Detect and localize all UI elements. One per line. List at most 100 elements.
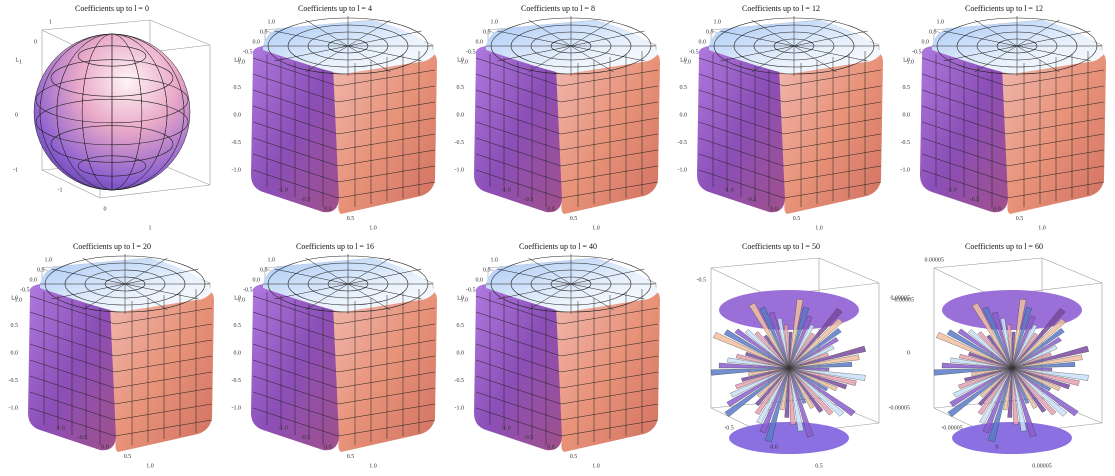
tick-label: 0.0 [30, 277, 38, 283]
tick-label: 0 [104, 206, 107, 212]
tick-label: -0.00005 [941, 425, 963, 431]
panel-title: Coefficients up to l = 12 [742, 4, 820, 13]
tick-label: -0.5 [466, 49, 476, 55]
panel: Coefficients up to l = 8-1.0-0.50.00.51.… [455, 4, 661, 232]
tick-label: 1.0 [592, 225, 600, 231]
panel: Coefficients up to l = 40 -1.0 -0.5 0.0 0.5 1… [455, 242, 661, 470]
tick-label: -1.0 [947, 187, 957, 193]
panel-title: Coefficients up to l = 50 [742, 242, 820, 251]
tick-label: 0.5 [903, 85, 911, 91]
tick-label: 0.0 [922, 39, 930, 45]
tick-label: 1.0 [11, 295, 19, 301]
tick-label: 1 [49, 19, 52, 25]
tick-label: -0.5 [970, 197, 980, 203]
tick-label: 1.0 [903, 57, 911, 63]
box-edge [1042, 258, 1102, 283]
tick-label: 0.0 [11, 350, 19, 356]
tick-label: 0.0 [457, 350, 465, 356]
surface-left [474, 284, 564, 450]
tick-label: 0.5 [37, 267, 45, 273]
tick-label: -1.0 [901, 167, 911, 173]
tick-label: -0.5 [466, 287, 476, 293]
tick-label: 0.0 [324, 444, 332, 450]
tick-label: 1.0 [491, 19, 499, 25]
tick-label: -0.5 [689, 49, 699, 55]
tick-label: -0.5 [678, 140, 688, 146]
surface-left [28, 284, 118, 450]
tick-label: 1.0 [457, 295, 465, 301]
tick-label: 0.5 [793, 216, 801, 222]
box-edge [819, 258, 879, 283]
tick-label: 0.5 [457, 323, 465, 329]
tick-label: 0.00005 [1032, 463, 1052, 469]
tick-label: 0.5 [260, 29, 268, 35]
panel: Coefficients up to l = 12-1.0-0.50.00.51… [901, 4, 1107, 232]
tick-label: -0.5 [232, 378, 242, 384]
tick-label: 0.5 [929, 29, 937, 35]
tick-label: 0.0 [253, 39, 261, 45]
tick-label: 0.5 [457, 85, 465, 91]
panel-title: Coefficients up to l = 8 [521, 4, 595, 13]
tick-label: 0.5 [347, 454, 355, 460]
tick-label: -0.5 [232, 140, 242, 146]
tick-label: 0.0 [324, 206, 332, 212]
tick-label: -1.0 [232, 405, 242, 411]
panel-title: Coefficients up to l = 4 [298, 4, 372, 13]
surface-left [251, 46, 341, 212]
tick-label: 1.0 [146, 463, 154, 469]
tick-label: -1 [13, 167, 18, 173]
tick-label: 0 [907, 350, 910, 356]
tick-label: 1.0 [457, 57, 465, 63]
tick-label: 1.0 [268, 19, 276, 25]
tick-label: 0.5 [570, 454, 578, 460]
box-edge [711, 258, 819, 268]
tick-label: 0.5 [483, 29, 491, 35]
tick-label: 0.0 [903, 112, 911, 118]
panel-title: Coefficients up to l = 20 [73, 242, 151, 251]
tick-label: 1.0 [268, 257, 276, 263]
surface-bottom [729, 422, 849, 454]
panel-title: Coefficients up to l = 40 [519, 242, 597, 251]
tick-label: -1.0 [678, 167, 688, 173]
box-edge [42, 20, 150, 30]
panel: Coefficients up to l = 0-10110-1-101 [13, 4, 210, 232]
tick-label: 1 [15, 57, 18, 63]
tick-label: 0.5 [11, 323, 19, 329]
tick-label: -1.0 [501, 425, 511, 431]
tick-label: -0.00005 [889, 405, 911, 411]
tick-label: -0.5 [524, 197, 534, 203]
tick-label: 0.0 [457, 112, 465, 118]
tick-label: 0.5 [347, 216, 355, 222]
tick-label: 0.0 [234, 112, 242, 118]
tick-label: -0.5 [78, 435, 88, 441]
tick-label: 1.0 [937, 19, 945, 25]
tick-label: 0.0 [234, 350, 242, 356]
tick-label: 0.5 [234, 85, 242, 91]
box-edge [934, 258, 1042, 268]
tick-label: 0.5 [680, 85, 688, 91]
tick-label: -1.0 [455, 405, 465, 411]
tick-label: -0.5 [455, 378, 465, 384]
tick-label: 0.00005 [891, 295, 911, 301]
panel-title: Coefficients up to l = 0 [75, 4, 149, 13]
tick-label: 1.0 [234, 57, 242, 63]
tick-label: -1.0 [232, 167, 242, 173]
tick-label: -0.5 [901, 140, 911, 146]
tick-label: -1 [58, 187, 63, 193]
tick-label: -0.5 [747, 197, 757, 203]
panel-title: Coefficients up to l = 12 [965, 4, 1043, 13]
surface-bottom [952, 422, 1072, 454]
tick-label: 0.0 [770, 206, 778, 212]
panel: Coefficients up to l = 16-1.0-0.50.00.51… [232, 242, 438, 470]
tick-label: 0.5 [234, 323, 242, 329]
surface-left [697, 46, 787, 212]
tick-label: 1.0 [234, 295, 242, 301]
panel: Coefficients up to l = 20-1.0-0.50.00.51… [9, 242, 215, 470]
tick-label: -0.5 [301, 197, 311, 203]
tick-label: 0.5 [1016, 216, 1024, 222]
tick-label: -1.0 [278, 187, 288, 193]
tick-label: 1 [149, 225, 152, 231]
tick-label: 0 [996, 444, 999, 450]
surface-left [251, 284, 341, 450]
panel: Coefficients up to l = 50-0.5-0.50.00.5 [697, 242, 880, 470]
